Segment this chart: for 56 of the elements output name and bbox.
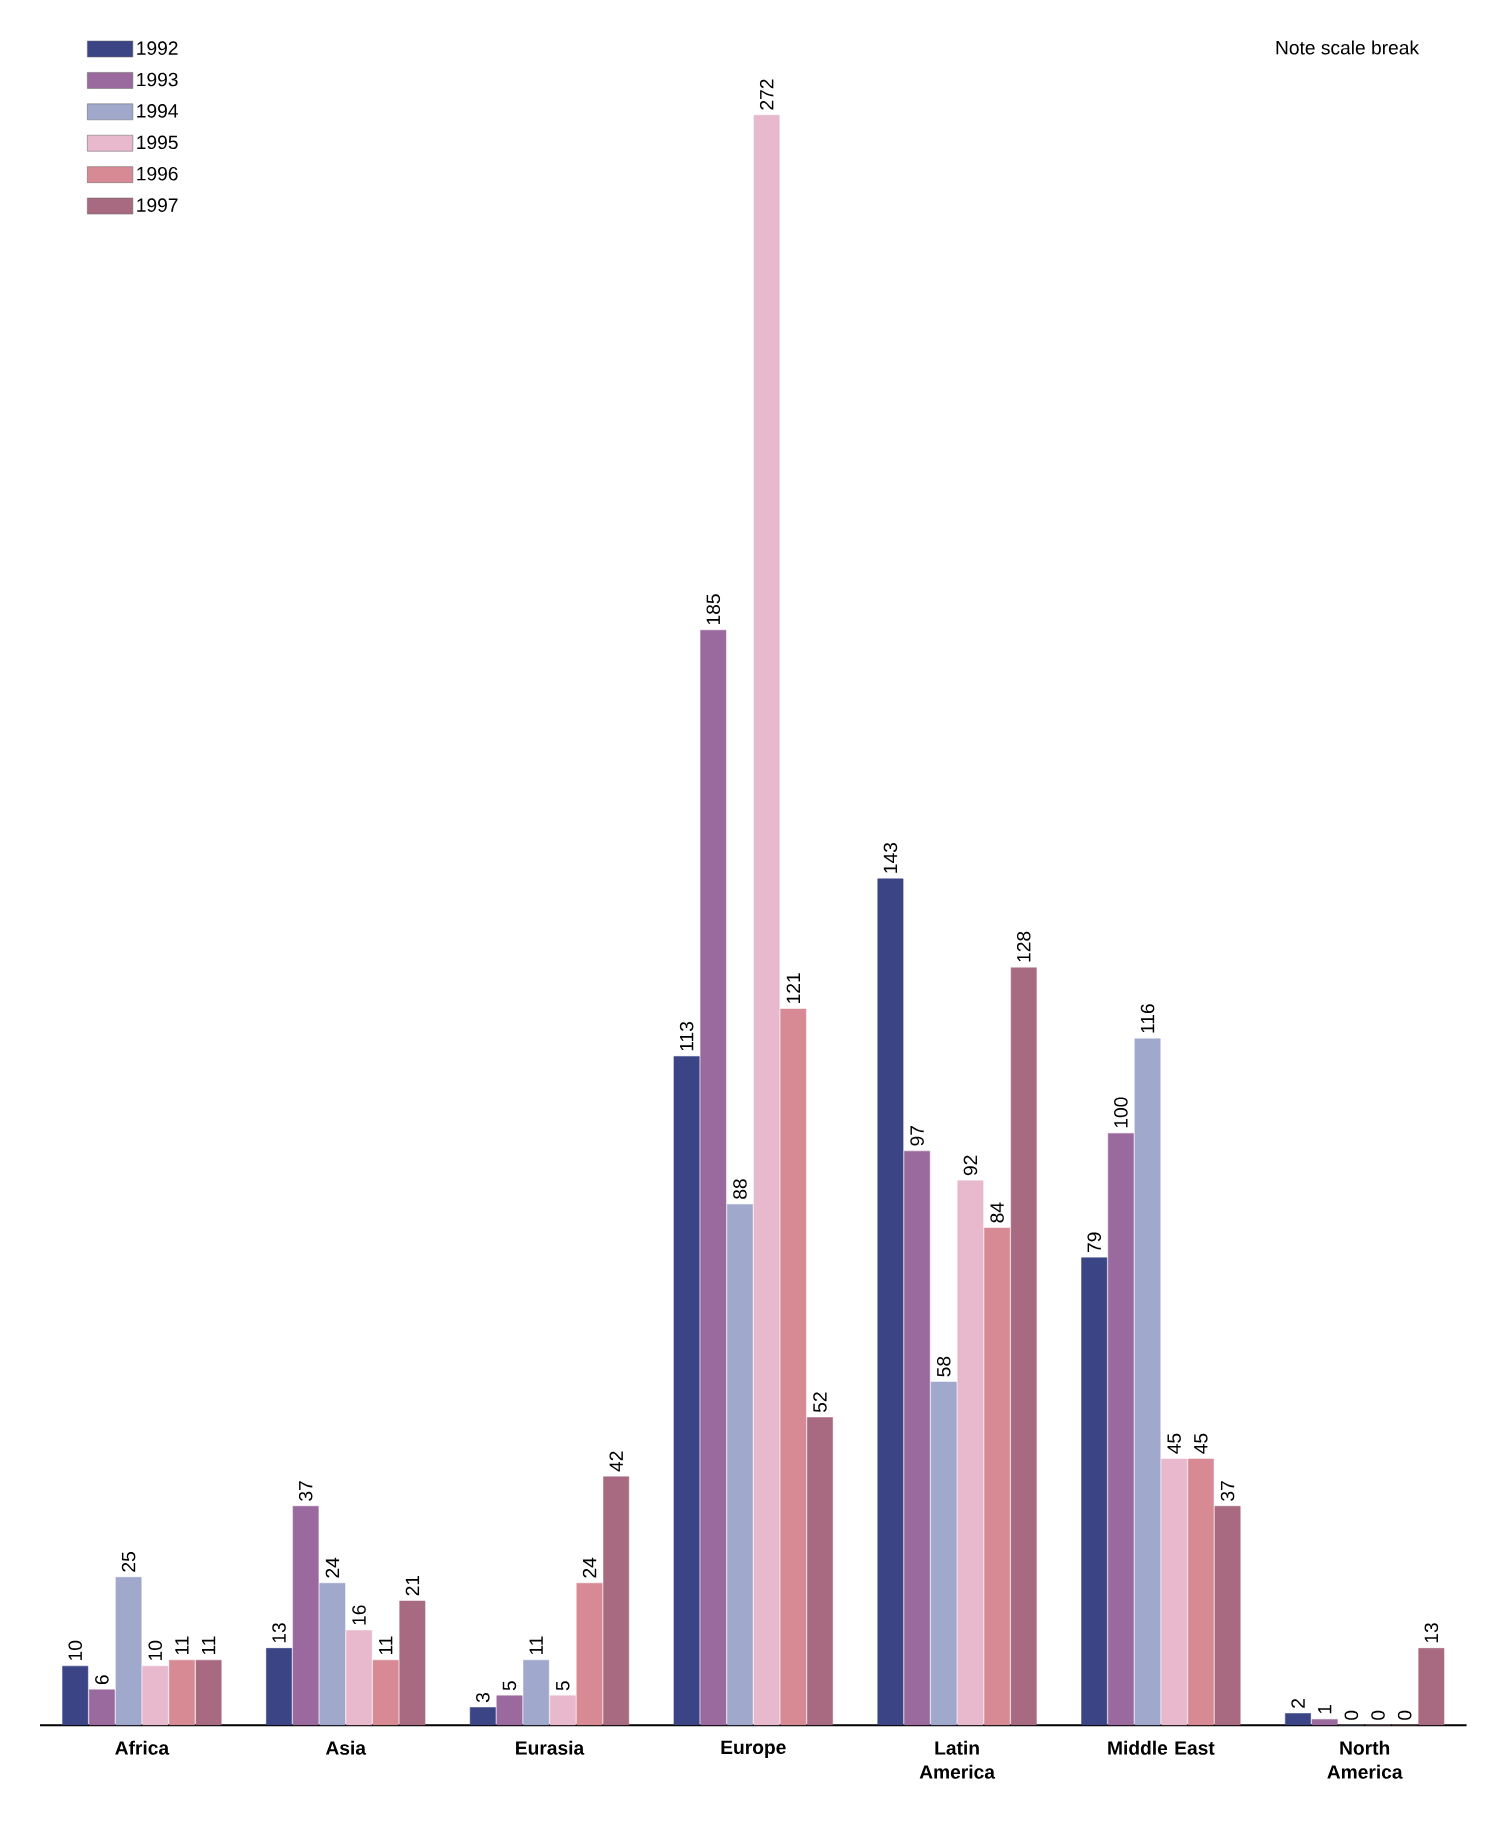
data-label: 113	[679, 1021, 694, 1051]
data-label: 11	[529, 1636, 543, 1655]
data-label: 24	[325, 1557, 340, 1578]
data-label: 0	[1371, 1710, 1385, 1720]
data-label: 58	[936, 1356, 951, 1377]
data-label: 45	[1194, 1433, 1208, 1454]
data-label: 21	[405, 1575, 420, 1596]
data-label: 0	[1397, 1710, 1412, 1720]
data-label: 3	[476, 1693, 490, 1703]
data-label: 128	[1016, 931, 1031, 962]
legend-label: 1994	[137, 104, 178, 118]
x-tick-label: Asia	[325, 1740, 367, 1755]
data-label: 37	[1220, 1481, 1235, 1501]
data-label: 13	[1424, 1623, 1439, 1643]
data-label: 45	[1167, 1433, 1181, 1454]
x-tick-label: Latin America	[919, 1740, 996, 1779]
data-label: 88	[733, 1179, 747, 1199]
data-label: 143	[883, 842, 898, 873]
data-label: 24	[582, 1557, 597, 1578]
data-label: 16	[352, 1605, 366, 1625]
x-tick-label: Africa	[115, 1740, 170, 1755]
data-label: 25	[121, 1552, 136, 1572]
legend-label: 1992	[137, 41, 178, 55]
data-label: 11	[201, 1636, 216, 1655]
data-label: 5	[556, 1681, 570, 1691]
data-label: 11	[379, 1636, 393, 1655]
legend-label: 1995	[137, 135, 178, 150]
data-label: 2	[1291, 1699, 1305, 1708]
data-label: 116	[1140, 1004, 1155, 1033]
data-label: 121	[786, 973, 800, 1003]
data-label: 10	[68, 1640, 83, 1660]
data-label: 0	[1344, 1710, 1359, 1720]
x-tick-label: Middle East	[1108, 1740, 1215, 1755]
data-label: 5	[502, 1681, 517, 1691]
data-label: 79	[1087, 1232, 1102, 1252]
data-label: 10	[148, 1640, 163, 1660]
data-label: 100	[1114, 1097, 1128, 1128]
data-label: 1	[1318, 1704, 1332, 1714]
data-label: 84	[990, 1202, 1004, 1223]
data-label: 52	[813, 1392, 827, 1413]
legend-label: 1993	[137, 72, 178, 87]
data-label: 42	[609, 1451, 623, 1472]
legend-label: 1997	[137, 198, 178, 212]
data-label: 13	[272, 1623, 286, 1643]
x-tick-label: Eurasia	[516, 1740, 585, 1755]
legend-label: 1996	[137, 166, 178, 181]
data-label: 272	[759, 79, 774, 110]
x-tick-label: Europe	[721, 1740, 786, 1758]
data-label: 92	[963, 1155, 978, 1176]
data-label: 37	[298, 1481, 313, 1501]
data-label: 97	[910, 1126, 924, 1146]
data-label: 6	[95, 1675, 109, 1685]
text: Note scale break	[1276, 40, 1420, 55]
x-tick-label: North America	[1327, 1740, 1403, 1779]
data-label: 185	[706, 594, 721, 625]
data-label: 11	[175, 1636, 189, 1655]
